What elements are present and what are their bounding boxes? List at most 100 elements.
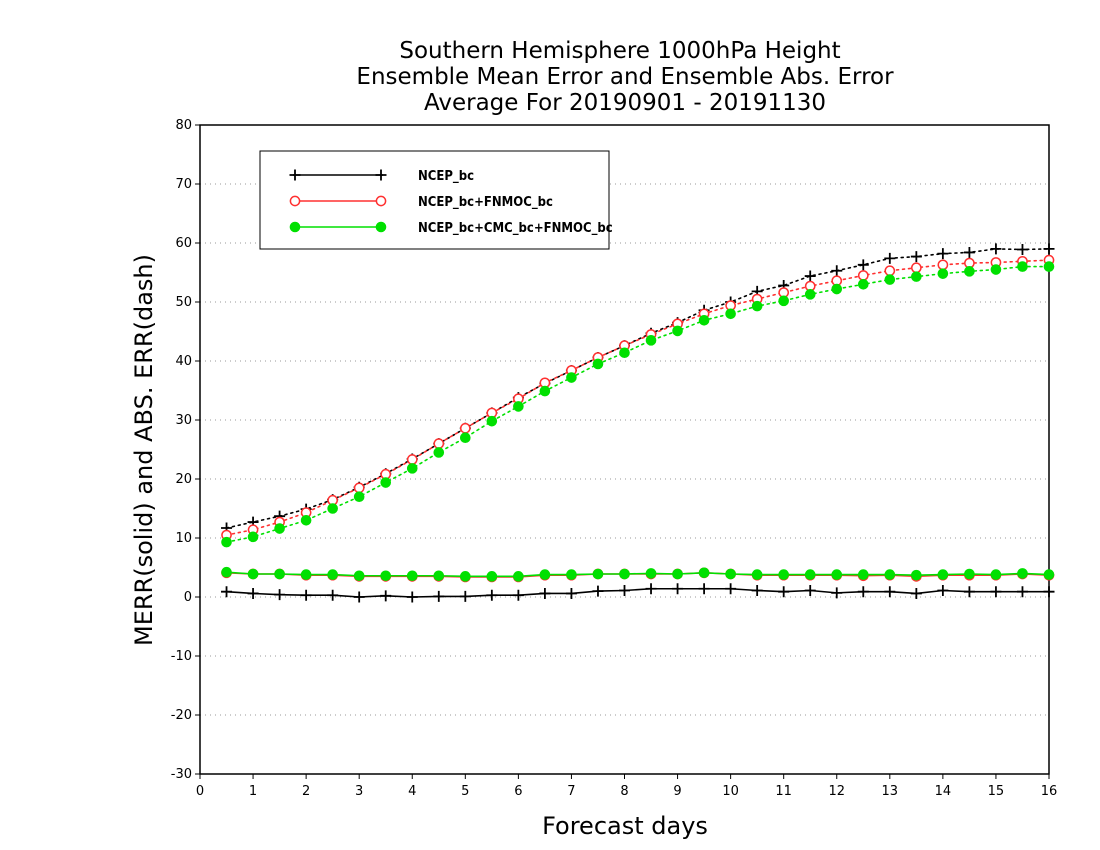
merr-line bbox=[226, 587, 1049, 598]
abs-err-point bbox=[990, 264, 1002, 275]
abs-err-point bbox=[566, 372, 577, 383]
abs-err-point bbox=[778, 295, 789, 307]
abs-err-point bbox=[857, 279, 869, 290]
merr-point bbox=[221, 566, 232, 578]
y-tick-label: 60 bbox=[175, 236, 192, 251]
merr-point bbox=[459, 590, 471, 602]
merr-point bbox=[911, 569, 922, 581]
merr-point bbox=[964, 568, 975, 580]
abs-err-point bbox=[831, 283, 843, 295]
y-tick-label: 30 bbox=[175, 413, 192, 428]
abs-err-point bbox=[804, 289, 816, 300]
abs-err-point bbox=[433, 438, 445, 449]
merr-point bbox=[937, 585, 949, 597]
abs-err-point bbox=[592, 358, 604, 370]
y-tick-label: -30 bbox=[171, 767, 192, 782]
abs-err-point bbox=[804, 270, 816, 282]
merr-point bbox=[513, 571, 524, 582]
abs-err-point bbox=[857, 259, 869, 271]
x-tick-label: 13 bbox=[882, 784, 899, 799]
abs-err-point bbox=[857, 270, 869, 281]
abs-err-point bbox=[884, 252, 896, 264]
title-line-3: Average For 20190901 - 20191130 bbox=[424, 90, 826, 116]
merr-point bbox=[353, 591, 365, 603]
merr-point bbox=[460, 571, 471, 582]
abs-err-point bbox=[964, 266, 975, 277]
merr-point bbox=[937, 569, 949, 580]
merr-point bbox=[751, 569, 763, 580]
series-ncep-bc bbox=[221, 243, 1055, 603]
merr-point bbox=[963, 586, 975, 598]
x-tick-label: 5 bbox=[461, 784, 469, 799]
abs-err-point bbox=[910, 251, 922, 263]
merr-point bbox=[221, 586, 233, 598]
merr-point bbox=[645, 568, 657, 579]
merr-point bbox=[380, 590, 392, 602]
x-tick-label: 0 bbox=[196, 784, 204, 799]
x-tick-label: 16 bbox=[1041, 784, 1058, 799]
abs-err-line bbox=[225, 248, 1050, 529]
series-ncep-bc-fnmoc-bc bbox=[221, 254, 1055, 583]
legend: NCEP_bc NCEP_bc+FNMOC_bc NCEP_bc+CMC_bc+FN… bbox=[259, 150, 613, 250]
abs-err-point bbox=[221, 536, 232, 548]
merr-point bbox=[857, 569, 869, 580]
merr-point bbox=[804, 585, 816, 597]
abs-err-point bbox=[433, 447, 445, 458]
abs-err-line bbox=[225, 259, 1050, 536]
abs-err-point bbox=[1043, 261, 1055, 272]
merr-point bbox=[565, 587, 577, 599]
abs-err-point bbox=[406, 454, 418, 465]
y-tick-label: 70 bbox=[175, 177, 192, 192]
abs-err-point bbox=[672, 325, 683, 337]
title-line-1: Southern Hemisphere 1000hPa Height bbox=[399, 38, 840, 64]
x-tick-label: 10 bbox=[722, 784, 739, 799]
abs-err-point bbox=[831, 265, 843, 277]
merr-point bbox=[380, 570, 392, 582]
legend-box bbox=[259, 150, 610, 250]
merr-point bbox=[619, 585, 630, 597]
abs-err-point bbox=[513, 401, 524, 412]
abs-err-point bbox=[884, 265, 896, 277]
merr-point bbox=[274, 589, 286, 601]
abs-err-point bbox=[698, 314, 710, 326]
x-axis-ticks: 0 1 2 3 4 5 6 7 8 9 10 11 12 13 14 15 16 bbox=[196, 774, 1057, 799]
merr-point bbox=[698, 583, 710, 595]
abs-err-line bbox=[225, 265, 1050, 543]
merr-line bbox=[226, 571, 1050, 578]
y-tick-label: 0 bbox=[184, 590, 192, 605]
title-line-2: Ensemble Mean Error and Ensemble Abs. Er… bbox=[356, 64, 894, 90]
abs-err-point bbox=[963, 246, 975, 258]
abs-err-point bbox=[274, 523, 285, 534]
abs-err-point bbox=[1017, 261, 1028, 272]
x-tick-label: 8 bbox=[620, 784, 628, 799]
legend-marker bbox=[375, 195, 387, 207]
y-tick-label: 50 bbox=[175, 295, 192, 310]
series-layer bbox=[221, 243, 1055, 603]
abs-err-point bbox=[1043, 243, 1055, 255]
merr-point bbox=[327, 569, 338, 580]
merr-point bbox=[751, 585, 763, 597]
x-tick-label: 7 bbox=[567, 784, 575, 799]
legend-label: NCEP_bc+CMC_bc+FNMOC_bc bbox=[418, 221, 613, 236]
merr-point bbox=[512, 589, 524, 601]
merr-point bbox=[831, 569, 843, 580]
merr-point bbox=[698, 567, 710, 579]
merr-point bbox=[486, 571, 498, 582]
legend-marker bbox=[289, 195, 301, 207]
legend-entry: NCEP_bc+CMC_bc+FNMOC_bc bbox=[289, 221, 613, 236]
merr-point bbox=[353, 570, 365, 582]
legend-entry: NCEP_bc bbox=[289, 169, 474, 184]
abs-err-point bbox=[725, 308, 736, 320]
legend-marker bbox=[289, 221, 301, 233]
x-tick-label: 4 bbox=[408, 784, 416, 799]
merr-point bbox=[327, 589, 339, 601]
merr-point bbox=[274, 568, 285, 580]
y-tick-label: -20 bbox=[171, 708, 192, 723]
y-tick-label: 80 bbox=[175, 118, 192, 133]
merr-point bbox=[1016, 586, 1028, 598]
merr-point bbox=[592, 585, 604, 597]
x-axis-label: Forecast days bbox=[542, 812, 708, 840]
abs-err-point bbox=[353, 482, 365, 494]
abs-err-point bbox=[327, 503, 338, 514]
